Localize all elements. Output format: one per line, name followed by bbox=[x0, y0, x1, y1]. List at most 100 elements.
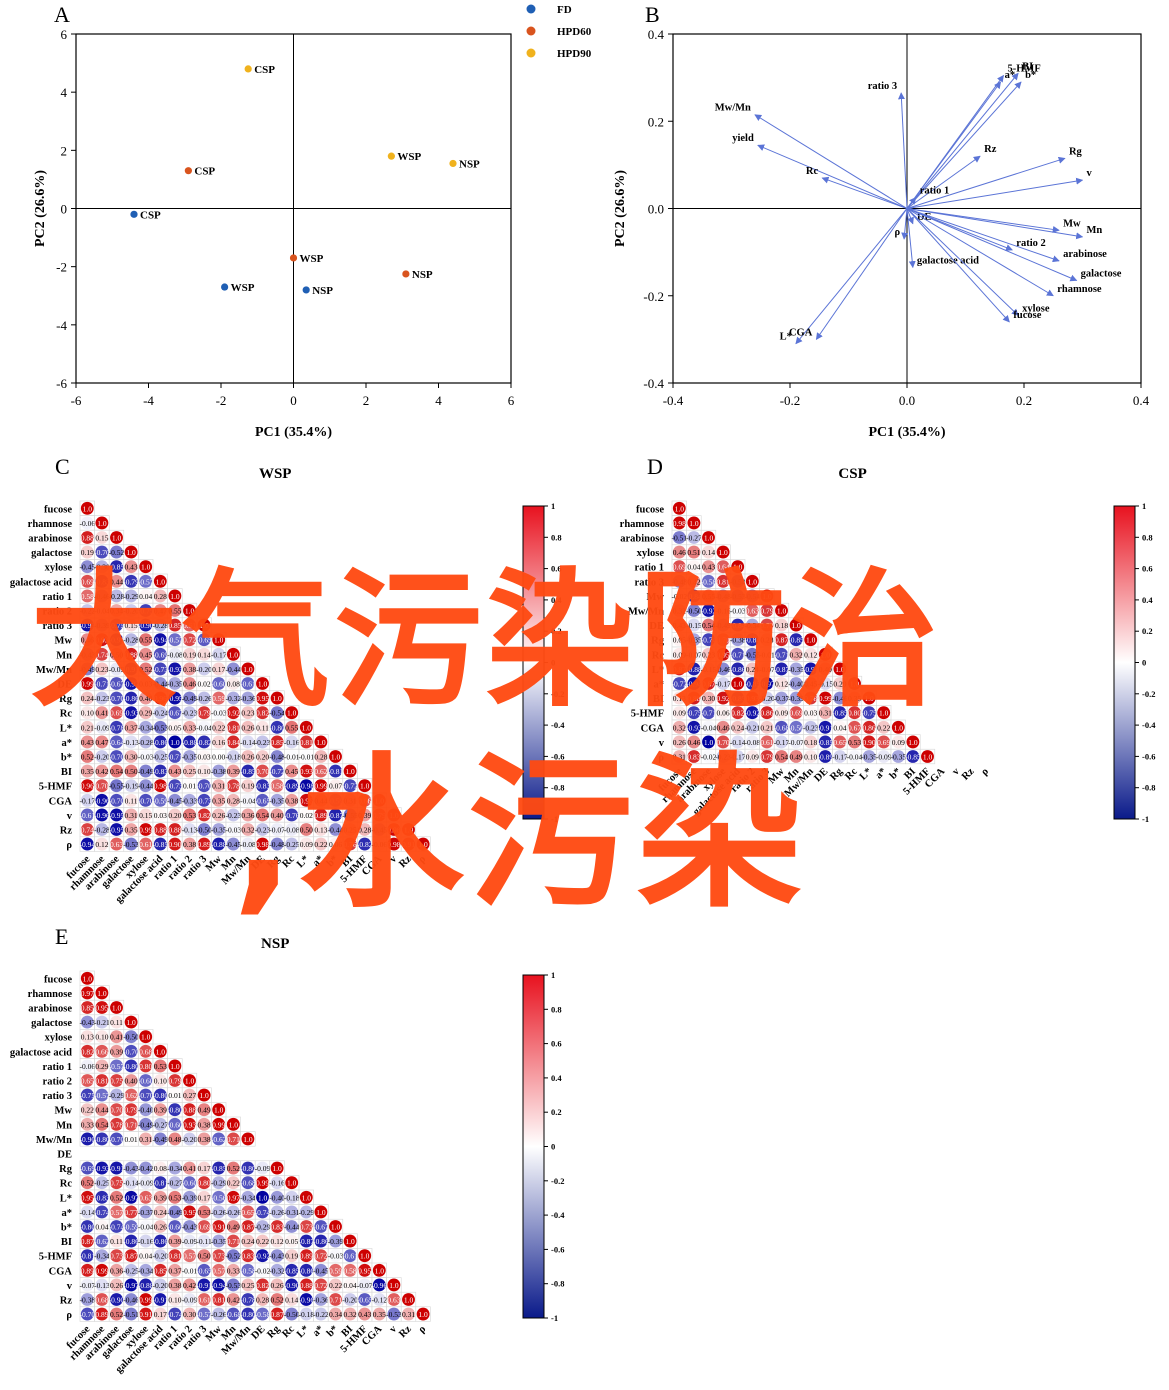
correlation-value: 0.22 bbox=[212, 723, 225, 732]
legend-marker bbox=[526, 26, 536, 36]
correlation-dot bbox=[80, 764, 94, 778]
correlation-value: 1.0 bbox=[83, 974, 93, 983]
correlation-value: 0.98 bbox=[256, 840, 269, 849]
correlation-value: -0.26 bbox=[269, 1208, 285, 1217]
correlation-value: -0.08 bbox=[744, 738, 760, 747]
row-label: xylose bbox=[45, 1033, 73, 1044]
correlation-value: -0.38 bbox=[79, 1296, 95, 1305]
correlation-value: -0.23 bbox=[255, 826, 271, 835]
correlation-dot bbox=[212, 720, 226, 734]
correlation-dot bbox=[139, 735, 153, 749]
y-tick-label: 0.4 bbox=[648, 27, 665, 42]
correlation-value: 0.35 bbox=[125, 826, 138, 835]
correlation-value: -0.03 bbox=[211, 709, 227, 718]
correlation-value: 0.22 bbox=[81, 1106, 94, 1115]
correlation-dot bbox=[285, 720, 299, 734]
correlation-dot bbox=[314, 735, 328, 749]
correlation-dot bbox=[95, 531, 109, 544]
correlation-value: 0.53 bbox=[183, 811, 196, 820]
row-label: L* bbox=[60, 1193, 72, 1204]
correlation-value: 1.0 bbox=[170, 592, 180, 601]
correlation-value: 0.33 bbox=[183, 723, 196, 732]
row-label: Mw bbox=[55, 636, 73, 647]
correlation-value: -0.35 bbox=[182, 753, 198, 762]
correlation-value: 0.26 bbox=[241, 753, 254, 762]
row-label: arabinose bbox=[620, 534, 664, 545]
row-label: galactose acid bbox=[10, 1047, 72, 1058]
correlation-value: 0.22 bbox=[227, 1179, 240, 1188]
column-label: a* bbox=[874, 766, 889, 781]
correlation-value: 0.63 bbox=[139, 1193, 152, 1202]
colorbar-tick-label: 0.2 bbox=[551, 626, 562, 636]
correlation-dot bbox=[212, 735, 226, 749]
correlation-dot bbox=[139, 662, 153, 676]
correlation-value: -0.52 bbox=[225, 1252, 241, 1261]
correlation-value: 0.79 bbox=[760, 607, 773, 616]
correlation-value: -0.28 bbox=[123, 636, 139, 645]
correlation-value: -0.81 bbox=[79, 1252, 95, 1261]
correlation-value: 0.40 bbox=[139, 694, 152, 703]
correlation-value: 0.98 bbox=[154, 782, 167, 791]
correlation-value: 0.10 bbox=[154, 1077, 167, 1086]
correlation-value: 0.20 bbox=[833, 680, 846, 689]
panel-label: D bbox=[647, 454, 663, 479]
correlation-value: -0.45 bbox=[167, 796, 183, 805]
loading-arrow bbox=[906, 177, 1084, 209]
correlation-value: -0.20 bbox=[196, 665, 212, 674]
correlation-value: -0.93 bbox=[79, 621, 95, 630]
correlation-value: 0.70 bbox=[95, 782, 108, 791]
correlation-value: 0.07 bbox=[329, 782, 342, 791]
data-point-label: CSP bbox=[254, 64, 275, 76]
correlation-dot bbox=[95, 720, 109, 734]
correlation-value: 0.49 bbox=[227, 1223, 240, 1232]
column-label: Rz bbox=[960, 766, 977, 783]
correlation-dot bbox=[124, 779, 138, 793]
correlation-value: 0.03 bbox=[139, 680, 152, 689]
colorbar-tick-label: 0.6 bbox=[1142, 564, 1153, 574]
correlation-value: 0.99 bbox=[314, 782, 327, 791]
row-label: xylose bbox=[45, 563, 73, 574]
data-point-label: NSP bbox=[312, 285, 333, 297]
correlation-value: 0.18 bbox=[775, 621, 788, 630]
correlation-value: -0.23 bbox=[255, 738, 271, 747]
correlation-dot bbox=[256, 691, 269, 705]
correlation-value: 1.0 bbox=[704, 738, 714, 747]
correlation-value: -0.40 bbox=[138, 1106, 154, 1115]
correlation-value: 0.28 bbox=[760, 636, 773, 645]
correlation-value: -0.58 bbox=[255, 1310, 271, 1319]
correlation-value: 0.02 bbox=[198, 680, 211, 689]
row-label: fucose bbox=[636, 504, 664, 515]
correlation-value: 0.29 bbox=[139, 709, 152, 718]
correlation-dot bbox=[110, 706, 123, 720]
correlation-value: 0.35 bbox=[373, 1310, 386, 1319]
loading-label: fucose bbox=[1013, 310, 1041, 321]
row-label: Rg bbox=[651, 636, 665, 647]
correlation-value: 0.24 bbox=[154, 1208, 167, 1217]
data-point-label: WSP bbox=[397, 151, 421, 163]
correlation-value: -0.16 bbox=[715, 607, 731, 616]
correlation-dot bbox=[168, 618, 182, 632]
correlation-dot bbox=[256, 764, 269, 778]
correlation-value: 0.02 bbox=[300, 811, 313, 820]
correlation-value: 0.82 bbox=[256, 1281, 269, 1290]
correlation-value: 1.0 bbox=[112, 1004, 122, 1013]
correlation-value: 0.30 bbox=[183, 1310, 196, 1319]
correlation-value: 0.90 bbox=[863, 738, 876, 747]
correlation-value: -0.98 bbox=[298, 782, 314, 791]
correlation-value: -0.82 bbox=[196, 738, 212, 747]
correlation-value: 0.71 bbox=[227, 1237, 240, 1246]
correlation-value: -0.59 bbox=[123, 1223, 139, 1232]
correlation-value: 0.96 bbox=[81, 782, 94, 791]
correlation-value: 0.71 bbox=[227, 1135, 240, 1144]
correlation-dot bbox=[124, 764, 138, 778]
correlation-value: -0.04 bbox=[196, 723, 212, 732]
correlation-dot bbox=[153, 604, 167, 617]
correlation-dot bbox=[285, 706, 299, 720]
correlation-value: -0.49 bbox=[167, 1208, 183, 1217]
chart-title: WSP bbox=[259, 466, 292, 482]
correlation-value: 0.43 bbox=[702, 563, 715, 572]
correlation-value: -0.74 bbox=[255, 1208, 271, 1217]
correlation-value: -0.93 bbox=[686, 723, 702, 732]
loading-label: b* bbox=[1025, 70, 1036, 81]
correlation-value: 0.34 bbox=[329, 1310, 342, 1319]
